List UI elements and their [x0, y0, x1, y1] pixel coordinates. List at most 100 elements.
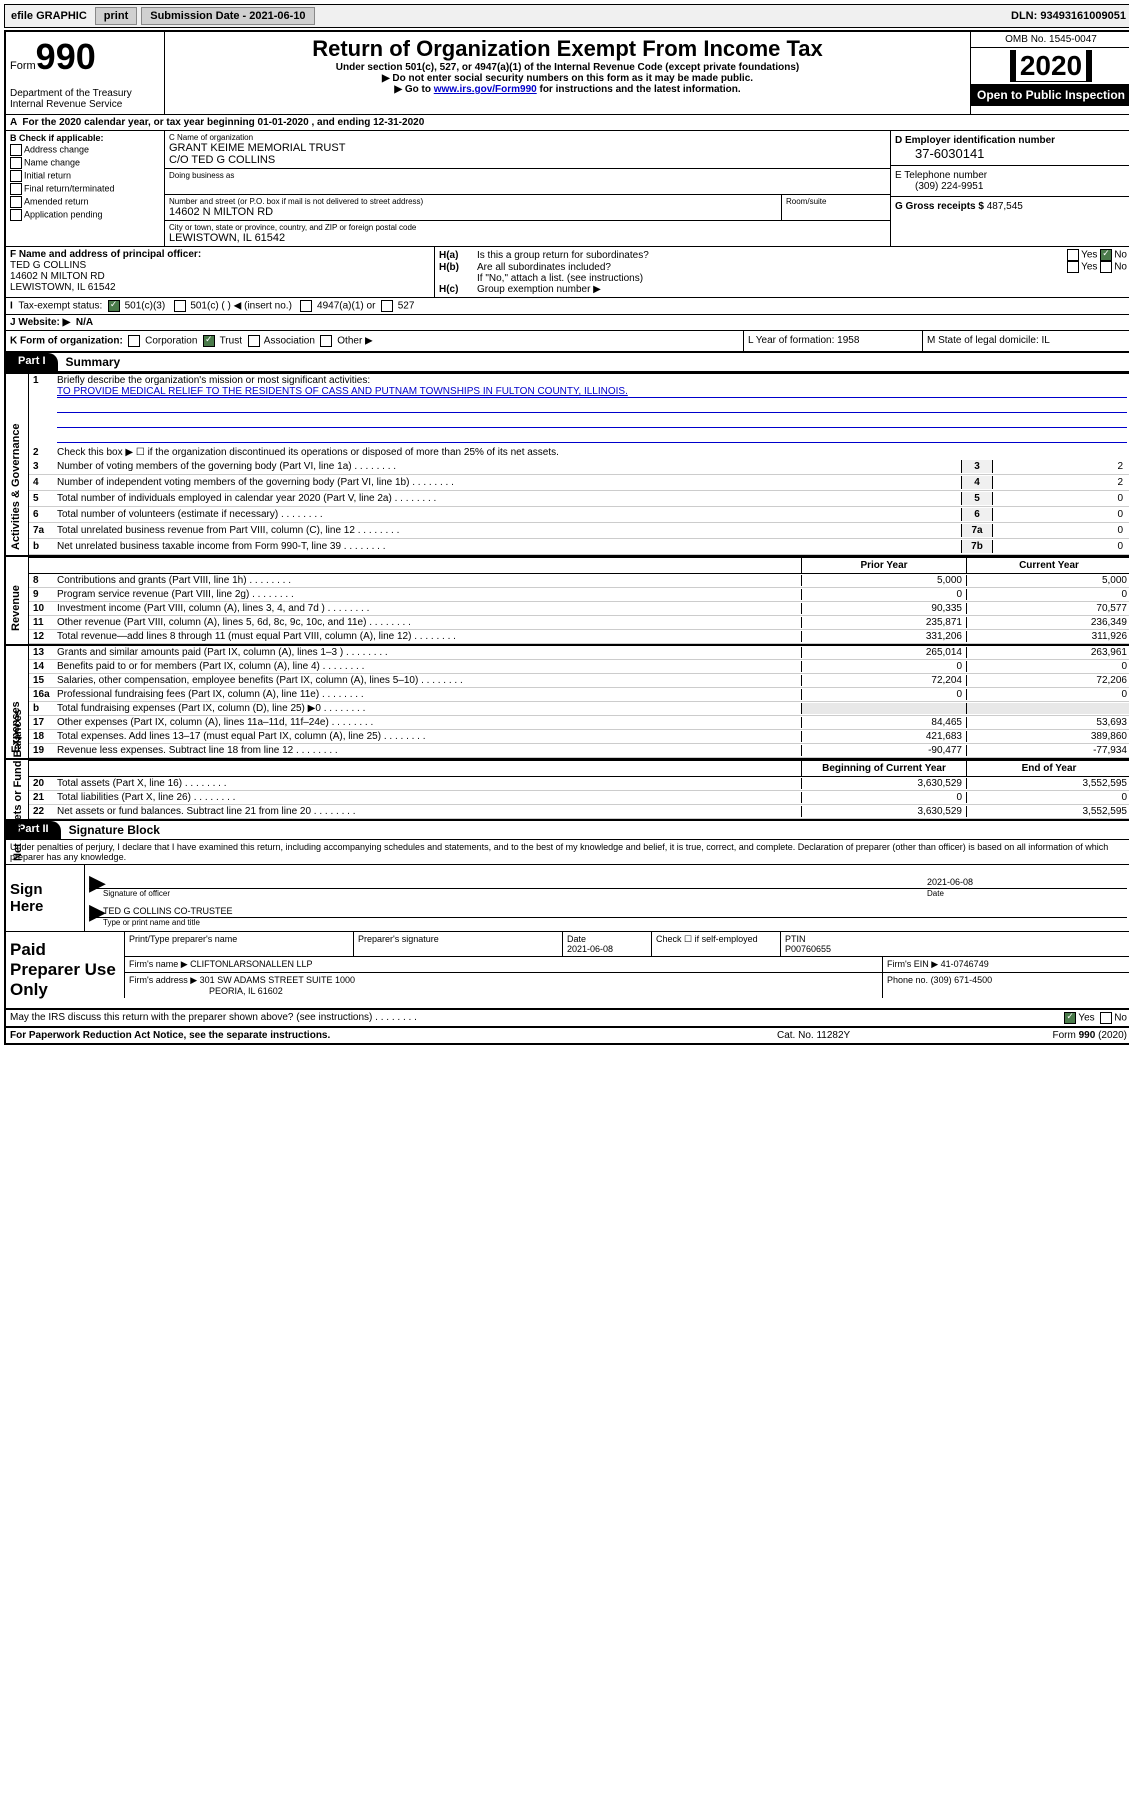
officer-name: TED G COLLINS: [10, 260, 430, 271]
irs-link[interactable]: www.irs.gov/Form990: [434, 84, 537, 95]
officer-printed: TED G COLLINS CO-TRUSTEE: [99, 906, 1127, 917]
org-name: GRANT KEIME MEMORIAL TRUST: [169, 142, 886, 154]
gross-value: 487,545: [987, 201, 1023, 212]
officer-addr2: LEWISTOWN, IL 61542: [10, 282, 430, 293]
form-subtitle: Under section 501(c), 527, or 4947(a)(1)…: [169, 62, 966, 73]
header-left: Form990 Department of the Treasury Inter…: [6, 32, 165, 114]
netassets-section: Net Assets or Fund Balances Beginning of…: [6, 758, 1129, 819]
addr-value: 14602 N MILTON RD: [169, 206, 777, 218]
org-co: C/O TED G COLLINS: [169, 154, 886, 166]
cb-final-return[interactable]: Final return/terminated: [10, 183, 160, 195]
cb-assoc[interactable]: [248, 335, 260, 347]
prep-name-header: Print/Type preparer's name: [125, 932, 354, 956]
tax-status-row: I Tax-exempt status: 501(c)(3) 501(c) ( …: [6, 298, 1129, 315]
city-label: City or town, state or province, country…: [169, 223, 886, 232]
cb-name-change[interactable]: Name change: [10, 157, 160, 169]
line-19: 19Revenue less expenses. Subtract line 1…: [29, 744, 1129, 758]
addr-label: Number and street (or P.O. box if mail i…: [169, 197, 777, 206]
k-row: K Form of organization: Corporation Trus…: [6, 331, 1129, 353]
cb-address-change[interactable]: Address change: [10, 144, 160, 156]
prep-sig-header: Preparer's signature: [354, 932, 563, 956]
submission-date-button[interactable]: Submission Date - 2021-06-10: [141, 7, 314, 25]
cb-amended[interactable]: Amended return: [10, 196, 160, 208]
tel-box: E Telephone number (309) 224-9951: [891, 166, 1129, 197]
year-formation: L Year of formation: 1958: [743, 331, 922, 351]
discuss-yes[interactable]: [1064, 1012, 1076, 1024]
line-6-val: 0: [993, 509, 1127, 520]
dept-treasury: Department of the Treasury Internal Reve…: [10, 88, 160, 110]
line-3-text: Number of voting members of the governin…: [57, 461, 961, 472]
city-box: City or town, state or province, country…: [165, 221, 890, 246]
form-title: Return of Organization Exempt From Incom…: [169, 36, 966, 62]
print-button[interactable]: print: [95, 7, 137, 25]
part1-tab: Part I: [6, 353, 58, 371]
officer-label: F Name and address of principal officer:: [10, 249, 430, 260]
cb-other[interactable]: [320, 335, 332, 347]
line-16a: 16aProfessional fundraising fees (Part I…: [29, 688, 1129, 702]
firm-phone: (309) 671-4500: [931, 975, 993, 985]
cb-501c[interactable]: [174, 300, 186, 312]
dba-label: Doing business as: [169, 171, 886, 180]
line-3-val: 2: [993, 461, 1127, 472]
firm-name: CLIFTONLARSONALLEN LLP: [190, 959, 312, 969]
cb-trust[interactable]: [203, 335, 215, 347]
cb-corp[interactable]: [128, 335, 140, 347]
firm-ein: 41-0746749: [941, 959, 989, 969]
cb-4947[interactable]: [300, 300, 312, 312]
header-right: OMB No. 1545-0047 2020 Open to Public In…: [970, 32, 1129, 114]
vtab-governance: Activities & Governance: [10, 450, 22, 550]
tax-year: 2020: [1010, 50, 1092, 82]
b-label: B Check if applicable:: [10, 133, 160, 143]
part1-title: Summary: [58, 353, 129, 371]
cb-pending[interactable]: Application pending: [10, 209, 160, 221]
expenses-section: Expenses 13Grants and similar amounts pa…: [6, 644, 1129, 758]
section-fgh: F Name and address of principal officer:…: [6, 247, 1129, 298]
boy-header: Beginning of Current Year: [801, 761, 966, 776]
self-emp-check[interactable]: Check ☐ if self-employed: [652, 932, 781, 956]
name-label: Type or print name and title: [99, 918, 1127, 927]
line-12: 12Total revenue—add lines 8 through 11 (…: [29, 630, 1129, 644]
mission-text: TO PROVIDE MEDICAL RELIEF TO THE RESIDEN…: [57, 386, 1127, 398]
tel-label: E Telephone number: [895, 170, 1127, 181]
form-header: Form990 Department of the Treasury Inter…: [6, 32, 1129, 115]
cb-501c3[interactable]: [108, 300, 120, 312]
sign-date: 2021-06-08: [923, 877, 1127, 888]
line-17: 17Other expenses (Part IX, column (A), l…: [29, 716, 1129, 730]
ein-value: 37-6030141: [895, 146, 1127, 161]
cb-initial-return[interactable]: Initial return: [10, 170, 160, 182]
org-name-box: C Name of organization GRANT KEIME MEMOR…: [165, 131, 890, 169]
perjury-text: Under penalties of perjury, I declare th…: [6, 840, 1129, 865]
pra-notice: For Paperwork Reduction Act Notice, see …: [10, 1030, 330, 1041]
sig-arrow-icon: ▶: [89, 877, 99, 888]
line-22: 22Net assets or fund balances. Subtract …: [29, 805, 1129, 819]
paid-prep-label: Paid Preparer Use Only: [6, 932, 124, 1008]
website-value: N/A: [76, 317, 93, 328]
ssn-note: Do not enter social security numbers on …: [169, 73, 966, 84]
room-box: Room/suite: [782, 195, 890, 220]
topbar: efile GRAPHIC print Submission Date - 20…: [4, 4, 1129, 28]
firm-addr1: 301 SW ADAMS STREET SUITE 1000: [200, 975, 355, 985]
form-number: 990: [36, 36, 96, 77]
row-a-taxyear: A For the 2020 calendar year, or tax yea…: [6, 115, 1129, 131]
line-7a-text: Total unrelated business revenue from Pa…: [57, 525, 961, 536]
eoy-header: End of Year: [966, 761, 1129, 776]
city-value: LEWISTOWN, IL 61542: [169, 232, 886, 244]
part1-header: Part I Summary: [6, 353, 1129, 372]
firm-addr2: PEORIA, IL 61602: [129, 986, 878, 996]
hb-note: If "No," attach a list. (see instruction…: [439, 273, 1127, 284]
cb-527[interactable]: [381, 300, 393, 312]
discuss-row: May the IRS discuss this return with the…: [6, 1010, 1129, 1028]
state-domicile: M State of legal domicile: IL: [922, 331, 1129, 351]
sig-officer-label: Signature of officer: [99, 889, 923, 898]
mission-label: Briefly describe the organization's miss…: [57, 375, 1127, 386]
line-4-text: Number of independent voting members of …: [57, 477, 961, 488]
gross-label: G Gross receipts $: [895, 201, 987, 212]
form-word: Form: [10, 60, 36, 72]
discuss-no[interactable]: [1100, 1012, 1112, 1024]
col-b-checkboxes: B Check if applicable: Address change Na…: [6, 131, 165, 246]
line-15: 15Salaries, other compensation, employee…: [29, 674, 1129, 688]
vtab-revenue: Revenue: [10, 558, 22, 658]
line-20: 20Total assets (Part X, line 16)3,630,52…: [29, 777, 1129, 791]
footer-row: For Paperwork Reduction Act Notice, see …: [6, 1028, 1129, 1043]
discuss-text: May the IRS discuss this return with the…: [10, 1012, 417, 1024]
